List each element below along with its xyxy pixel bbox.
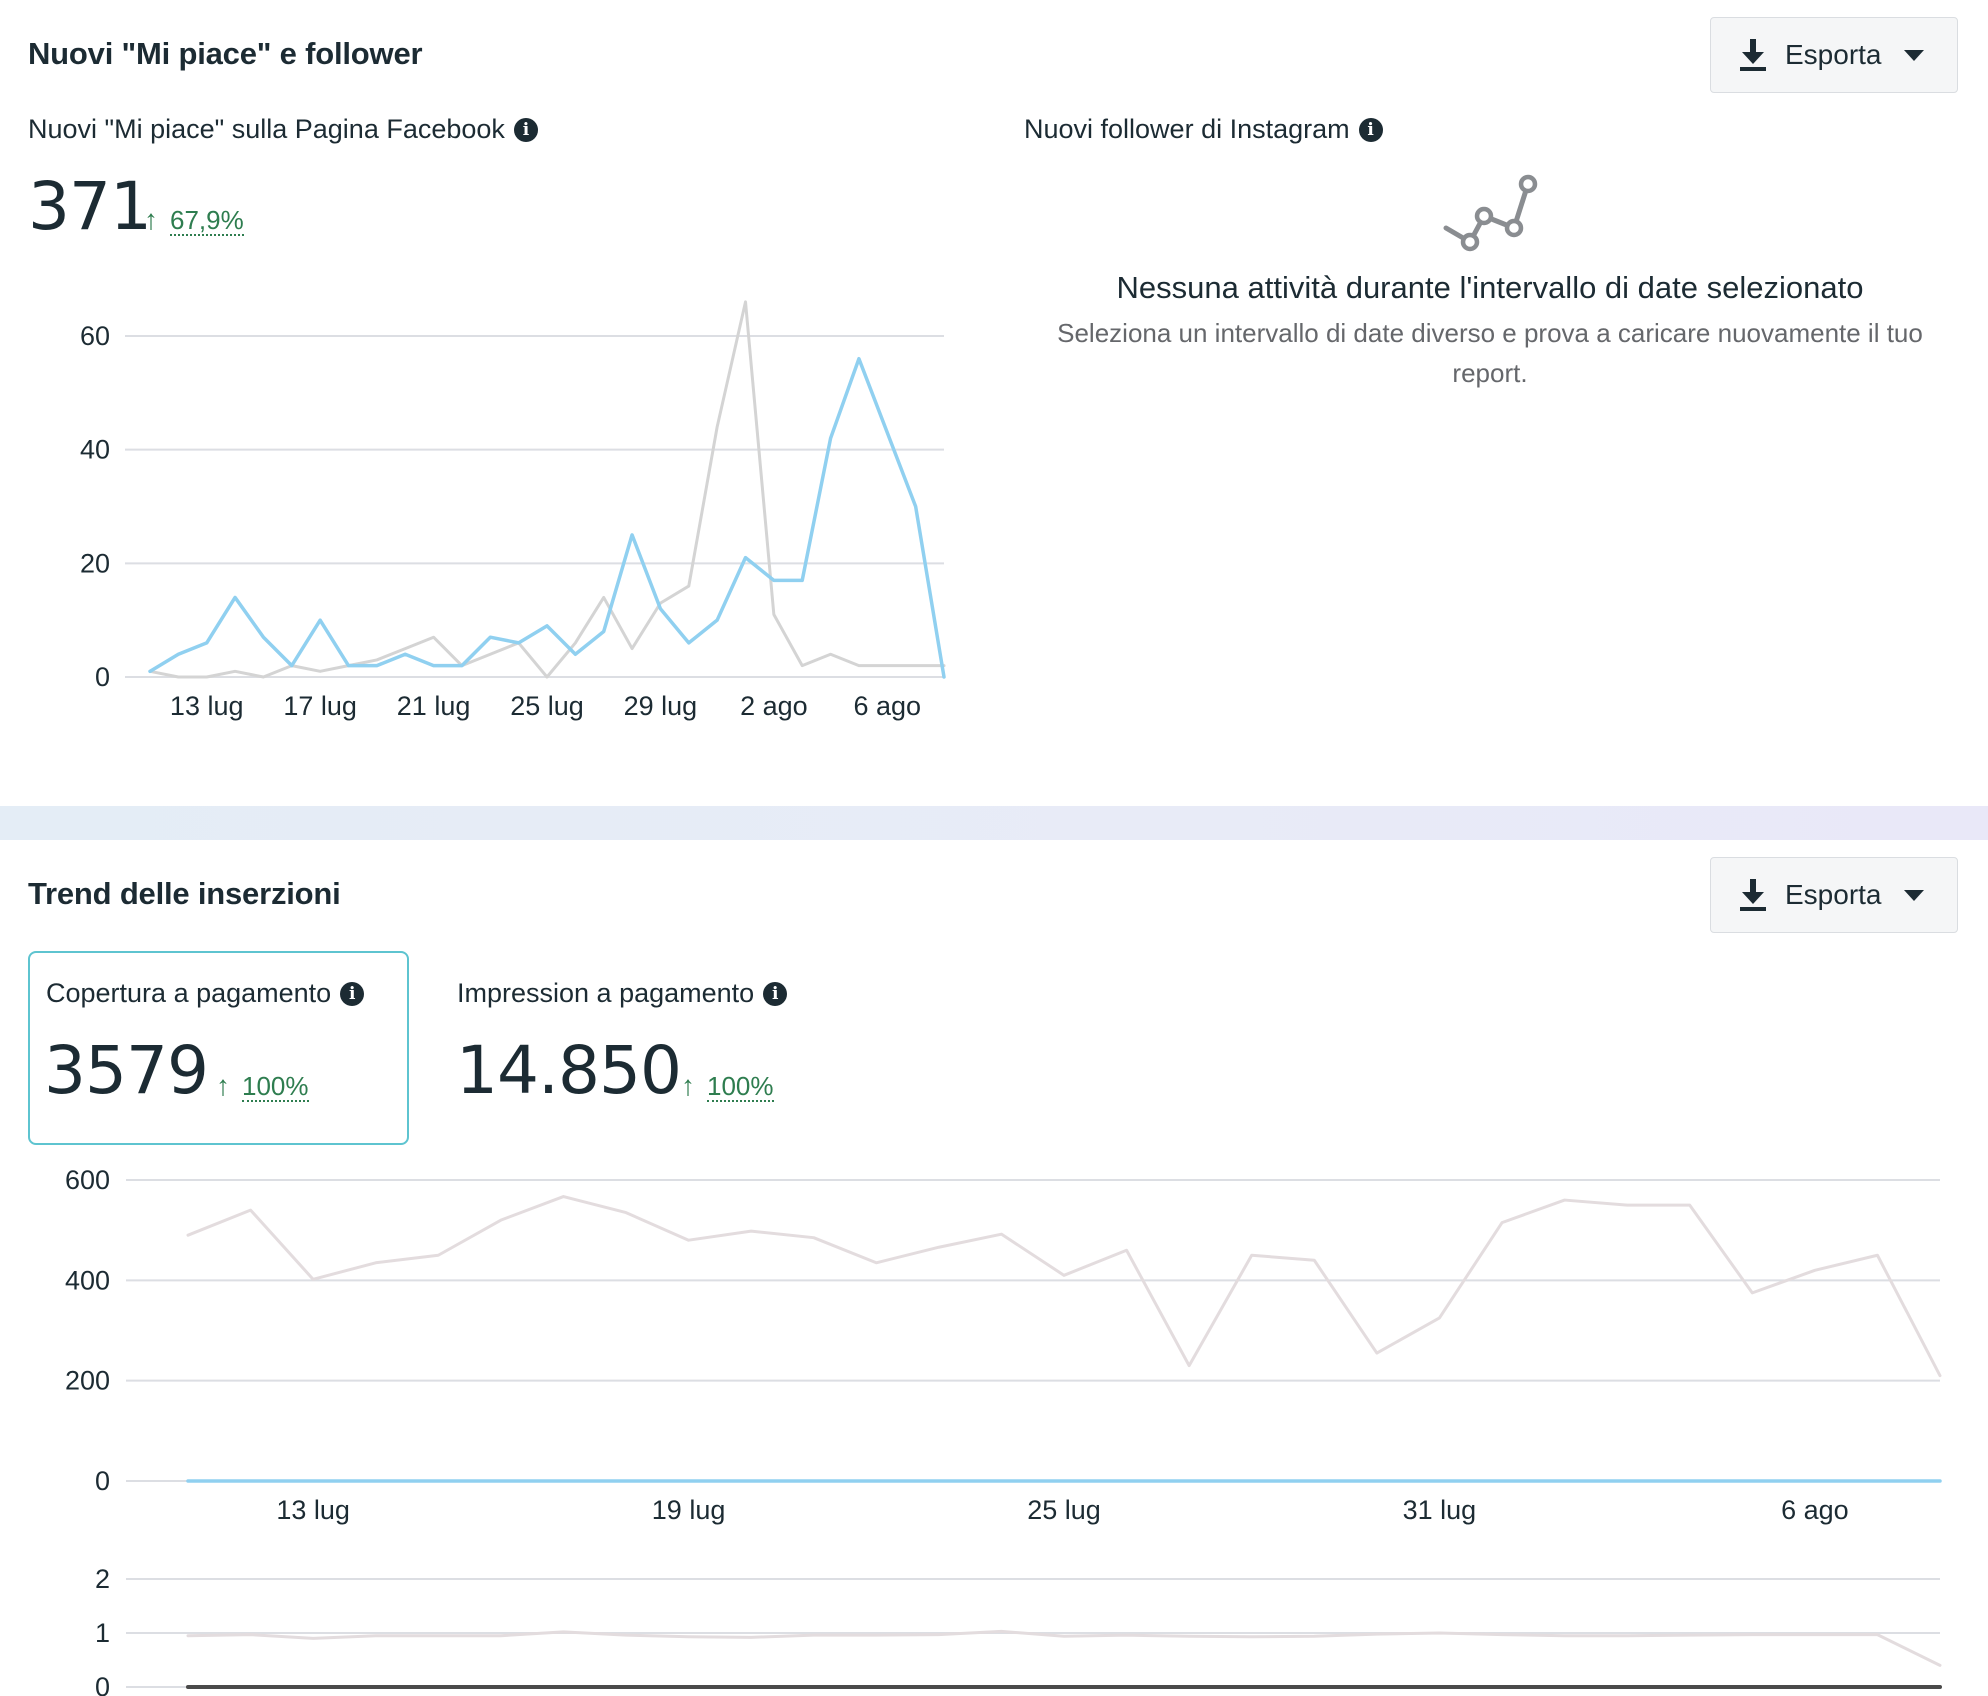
- likes-line-chart: 0 20 40 60 13 lug 17 lug 21 lug 25 lug 29 lug 2 a…: [80, 300, 946, 721]
- x-tick-label: 6 ago: [1781, 1495, 1849, 1525]
- paid-reach-tile[interactable]: [28, 951, 409, 1145]
- x-tick-label: 25 lug: [510, 691, 584, 721]
- section-title-likes: Nuovi "Mi piace" e follower: [28, 36, 423, 71]
- chevron-down-icon: [1903, 49, 1924, 61]
- info-icon[interactable]: i: [513, 117, 538, 142]
- export-button-ads[interactable]: Esporta: [1710, 857, 1958, 933]
- y-tick-label: 20: [80, 548, 110, 578]
- y-tick-label: 40: [80, 435, 110, 465]
- section-divider: [0, 806, 1988, 840]
- paid-impressions-delta[interactable]: ↑ 100%: [681, 1070, 774, 1102]
- empty-state-title: Nessuna attività durante l'intervallo di…: [1116, 270, 1864, 305]
- x-tick-label: 17 lug: [283, 691, 357, 721]
- series-line-1: [148, 356, 946, 679]
- x-tick-label: 31 lug: [1403, 1495, 1477, 1525]
- paid-impressions-value: 14.850: [456, 1032, 682, 1109]
- y-tick-label: 0: [95, 1672, 110, 1696]
- x-tick-label: 19 lug: [652, 1495, 726, 1525]
- x-tick-label: 6 ago: [853, 691, 921, 721]
- chevron-down-icon: [1903, 889, 1924, 901]
- paid-impressions-label: Impression a pagamento i: [457, 978, 788, 1009]
- x-tick-label: 29 lug: [624, 691, 698, 721]
- facebook-likes-label-text: Nuovi "Mi piace" sulla Pagina Facebook: [28, 114, 505, 144]
- info-icon[interactable]: i: [340, 981, 365, 1006]
- instagram-followers-label-text: Nuovi follower di Instagram: [1024, 114, 1350, 144]
- paid-impressions-label-text: Impression a pagamento: [457, 978, 755, 1008]
- x-tick-label: 21 lug: [397, 691, 471, 721]
- ads-trend-chart: 0 200 400 600 13 lug 19 lug 25 lug 31 lug 6 ago 0…: [65, 1165, 1942, 1696]
- empty-state-subtitle: Seleziona un intervallo di date diverso …: [1057, 318, 1923, 388]
- y-tick-label: 400: [65, 1265, 110, 1295]
- arrow-up-icon: ↑: [681, 1070, 695, 1101]
- y-tick-label: 0: [95, 1466, 110, 1496]
- export-label: Esporta: [1785, 879, 1882, 910]
- delta-percent: 100%: [707, 1070, 774, 1102]
- delta-percent: 100%: [242, 1070, 309, 1102]
- delta-percent: 67,9%: [170, 204, 244, 236]
- export-label: Esporta: [1785, 39, 1882, 70]
- export-button-likes[interactable]: Esporta: [1710, 17, 1958, 93]
- y-tick-label: 2: [95, 1564, 110, 1594]
- info-icon[interactable]: i: [763, 981, 788, 1006]
- info-icon[interactable]: i: [1358, 117, 1383, 142]
- x-tick-label: 25 lug: [1027, 1495, 1101, 1525]
- arrow-up-icon: ↑: [216, 1070, 230, 1101]
- section-title-ads: Trend delle inserzioni: [28, 876, 341, 911]
- facebook-likes-value: 371: [28, 168, 152, 245]
- facebook-likes-delta[interactable]: ↑ 67,9%: [144, 204, 244, 236]
- paid-reach-value: 3579: [44, 1032, 209, 1109]
- download-icon: [1740, 39, 1766, 71]
- instagram-followers-label: Nuovi follower di Instagram i: [1024, 114, 1383, 145]
- x-tick-label: 2 ago: [740, 691, 808, 721]
- y-tick-label: 1: [95, 1618, 110, 1648]
- likes-followers-card: Nuovi "Mi piace" e follower Esporta Nuov…: [0, 0, 1988, 806]
- series-line-0: [148, 300, 946, 679]
- series-line-0: [186, 1629, 1942, 1667]
- y-tick-label: 600: [65, 1165, 110, 1195]
- y-tick-label: 0: [95, 662, 110, 692]
- x-tick-label: 13 lug: [276, 1495, 350, 1525]
- arrow-up-icon: ↑: [144, 204, 158, 235]
- download-icon: [1740, 879, 1766, 911]
- paid-reach-label-text: Copertura a pagamento: [46, 978, 332, 1008]
- y-tick-label: 200: [65, 1366, 110, 1396]
- x-tick-label: 13 lug: [170, 691, 244, 721]
- paid-reach-label: Copertura a pagamento i: [46, 978, 365, 1009]
- line-chart-icon: [1443, 174, 1538, 252]
- facebook-likes-label: Nuovi "Mi piace" sulla Pagina Facebook i: [28, 114, 538, 145]
- ads-trend-card: Trend delle inserzioni Esporta: [0, 840, 1988, 1696]
- series-line-0: [186, 1195, 1942, 1378]
- y-tick-label: 60: [80, 321, 110, 351]
- paid-reach-delta[interactable]: ↑ 100%: [216, 1070, 309, 1102]
